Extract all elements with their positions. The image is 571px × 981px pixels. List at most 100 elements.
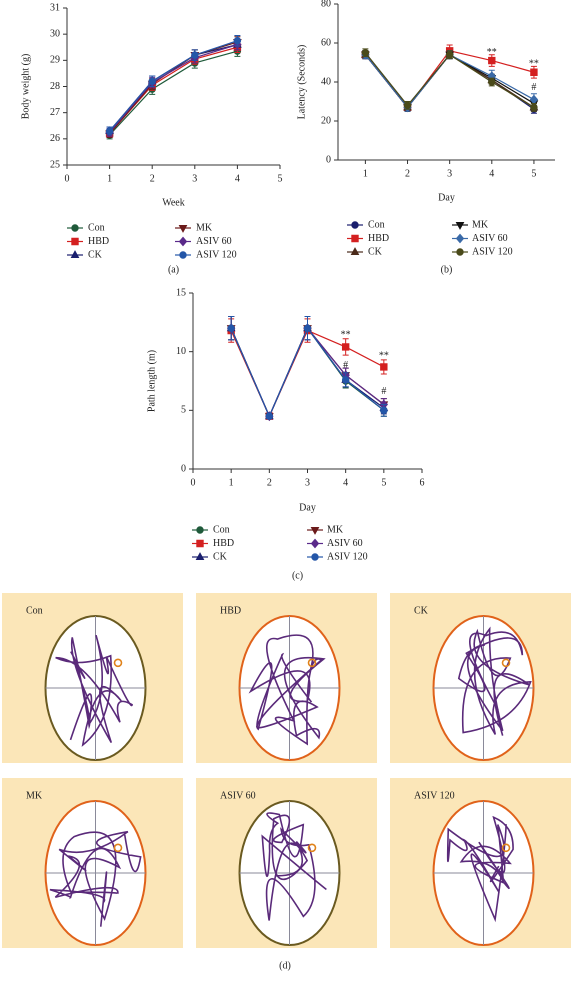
marker [530,103,538,112]
x-tick-label: 4 [343,477,348,488]
marker [191,51,199,59]
marker [455,221,465,230]
series-line [364,52,535,108]
panel-label: CK [414,605,429,616]
marker [445,51,454,59]
marker [380,363,388,371]
y-tick-label: 31 [50,2,60,13]
panel-label: ASIV 60 [220,790,256,801]
y-tick-label: 60 [321,37,331,48]
swim-path [49,830,142,927]
marker [178,236,188,247]
x-tick-label: 2 [267,477,272,488]
legend-label: CK [368,246,383,257]
legend-label: ASIV 60 [327,538,363,549]
legend-label: Con [213,524,230,535]
x-tick-label: 0 [191,477,196,488]
series-line [364,53,535,109]
marker [179,251,187,259]
marker [265,412,274,420]
x-tick-label: 1 [107,173,112,184]
x-tick-label: 6 [420,477,425,488]
marker [233,37,242,45]
panel-label: HBD [220,605,241,616]
marker [488,78,496,86]
legend-label: ASIV 120 [196,249,237,260]
platform [113,843,123,853]
marker [351,221,359,229]
x-tick-label: 3 [192,173,197,184]
marker [148,77,156,85]
platform [501,843,511,853]
y-tick-label: 26 [50,133,60,144]
x-tick-label: 0 [65,173,70,184]
legend-label: HBD [213,538,234,549]
marker [105,127,114,135]
x-tick-label: 1 [229,477,234,488]
annotation: ** [341,330,351,341]
swim-path [446,815,514,923]
crosshair [45,801,146,945]
marker [227,324,235,332]
y-tick-label: 29 [50,55,60,66]
x-tick-label: 1 [363,168,368,179]
swim-path [457,626,532,736]
caption: (d) [279,960,291,971]
annotation: ** [529,59,539,70]
marker [351,234,359,243]
legend-label: ASIV 60 [196,236,232,247]
legend-label: HBD [368,233,389,244]
marker [530,68,538,76]
legend-label: MK [472,219,489,230]
marker [311,553,319,561]
platform [113,658,123,668]
y-tick-label: 28 [50,81,60,92]
legend-label: Con [368,219,385,230]
y-tick-label: 0 [181,463,186,474]
y-tick-label: 20 [321,115,331,126]
platform [307,843,317,853]
swim-path [248,634,326,746]
y-tick-label: 80 [321,0,331,9]
x-tick-label: 2 [405,168,410,179]
series-line [364,53,535,110]
marker [403,101,412,110]
x-tick-label: 2 [150,173,155,184]
caption: (b) [441,264,453,275]
x-axis-title: Week [162,197,185,208]
annotation: # [381,386,386,397]
platform [307,658,317,668]
y-tick-label: 30 [50,28,60,39]
marker [361,49,370,57]
series-line [109,50,238,136]
marker [341,376,350,384]
x-axis-title: Day [438,192,455,203]
swim-path [261,812,327,921]
y-tick-label: 25 [50,159,60,170]
legend-label: Con [88,222,105,233]
series-line [109,44,238,132]
marker [196,539,204,548]
annotation: ** [379,351,389,362]
caption: (a) [168,264,179,275]
x-tick-label: 3 [305,477,310,488]
marker [350,247,360,256]
marker [196,526,204,534]
marker [178,224,188,233]
y-tick-label: 5 [181,405,186,416]
legend-label: HBD [88,236,109,247]
marker [303,324,312,332]
series-line [109,46,238,134]
crosshair [45,616,146,760]
series-line [364,53,535,109]
x-tick-label: 5 [381,477,386,488]
legend-label: MK [196,222,213,233]
legend-label: ASIV 120 [472,246,513,257]
marker [455,233,465,244]
marker [456,248,464,256]
marker [71,237,79,246]
series-line [364,53,535,109]
annotation: # [531,82,536,93]
annotation: # [343,360,348,371]
x-tick-label: 4 [489,168,494,179]
